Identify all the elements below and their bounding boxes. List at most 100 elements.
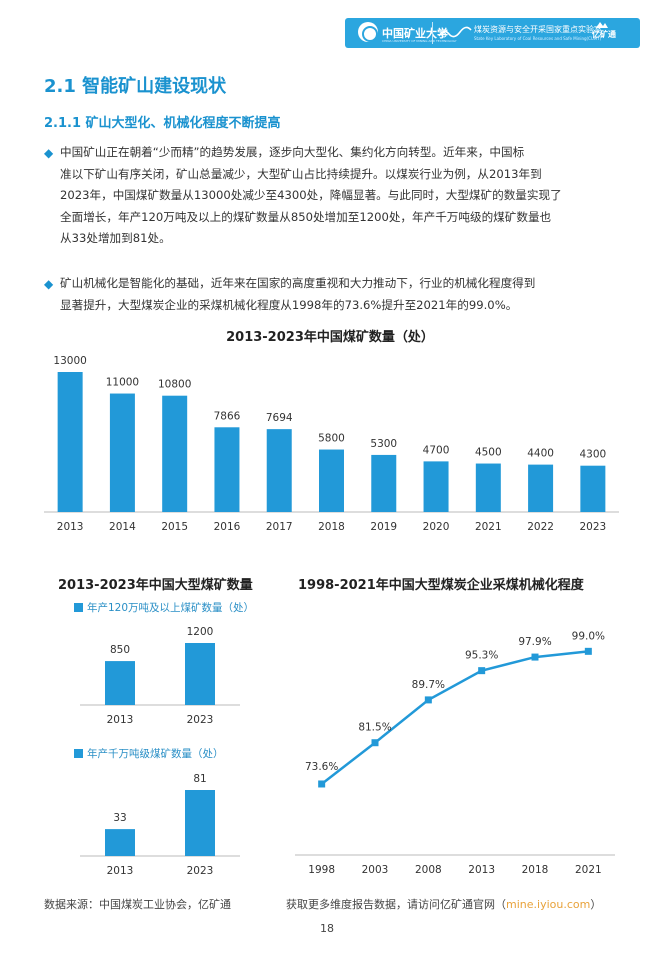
data-label: 81 xyxy=(193,773,206,785)
paragraph-line: 从33处增加到81处。 xyxy=(60,231,171,245)
bullet-diamond-icon: ◆ xyxy=(44,146,54,160)
tick-label: 2020 xyxy=(423,521,450,533)
lab-name-en: State Key Laboratory of Coal Resources a… xyxy=(474,36,602,41)
data-label: 4400 xyxy=(527,448,554,460)
paragraph-line: 准以下矿山有序关闭，矿山总量减少，大型矿山占比持续提升。以煤炭行业为例，从201… xyxy=(60,166,542,181)
tick-label: 2013 xyxy=(468,864,495,876)
bar xyxy=(162,395,188,512)
tick-label: 2013 xyxy=(107,865,134,877)
tick-label: 2021 xyxy=(475,521,502,533)
paragraph-1: 中国矿山正在朝着“少而精”的趋势发展，逐步向大型化、集约化方向转型。近年来，中国… xyxy=(60,142,622,250)
university-logo-icon xyxy=(358,22,378,42)
data-label: 4300 xyxy=(579,449,606,461)
legend-swatch xyxy=(74,603,83,612)
data-label: 5800 xyxy=(318,433,345,445)
data-label: 99.0% xyxy=(572,630,605,642)
bar xyxy=(57,372,83,512)
chart-coal-mines-title: 2013-2023年中国煤矿数量（处） xyxy=(226,330,434,345)
tick-label: 2019 xyxy=(370,521,397,533)
bar xyxy=(109,393,135,512)
legend-label: 年产120万吨及以上煤矿数量（处） xyxy=(87,602,255,614)
paragraph-2: 矿山机械化是智能化的基础，近年来在国家的高度重视和大力推动下，行业的机械化程度得… xyxy=(60,273,622,316)
data-point xyxy=(424,696,432,704)
bullet-diamond-icon: ◆ xyxy=(44,277,54,291)
chart-megamines: 33 2013 81 2023 xyxy=(80,773,240,877)
data-label: 95.3% xyxy=(465,650,498,662)
data-label: 850 xyxy=(110,644,130,656)
tick-label: 2013 xyxy=(107,714,134,726)
data-label: 97.9% xyxy=(518,636,551,648)
lab-logo-icon xyxy=(438,26,472,38)
more-info-text: 获取更多维度报告数据，请访问亿矿通官网（ xyxy=(286,898,506,911)
tick-label: 2022 xyxy=(527,521,554,533)
data-point xyxy=(318,780,326,788)
tick-label: 2016 xyxy=(214,521,241,533)
tick-label: 2023 xyxy=(187,865,214,877)
data-point xyxy=(531,653,539,661)
more-info: 获取更多维度报告数据，请访问亿矿通官网（mine.iyiou.com） xyxy=(286,896,601,912)
brand-name: 亿矿通 xyxy=(592,30,616,39)
data-label: 13000 xyxy=(53,355,86,367)
data-label: 11000 xyxy=(106,377,139,389)
paragraph-line: 中国矿山正在朝着“少而精”的趋势发展，逐步向大型化、集约化方向转型。近年来，中国… xyxy=(60,145,525,159)
data-label: 4700 xyxy=(423,444,450,456)
data-label: 33 xyxy=(113,812,126,824)
more-info-suffix: ） xyxy=(590,898,602,911)
chart-large-mines-title: 2013-2023年中国大型煤矿数量 xyxy=(58,578,253,593)
tick-label: 1998 xyxy=(308,864,335,876)
data-label: 73.6% xyxy=(305,761,338,773)
bar xyxy=(319,449,344,512)
chart-large-mines: 850 2013 1200 2023 xyxy=(80,626,240,726)
bar xyxy=(266,429,292,512)
bar xyxy=(475,463,501,512)
bar xyxy=(580,465,606,512)
bar xyxy=(185,790,215,856)
bar xyxy=(105,661,135,705)
data-point xyxy=(478,667,486,675)
data-label: 81.5% xyxy=(358,722,391,734)
data-label: 89.7% xyxy=(412,679,445,691)
header-banner xyxy=(345,18,640,48)
tick-label: 2018 xyxy=(318,521,345,533)
tick-label: 2003 xyxy=(362,864,389,876)
data-label: 5300 xyxy=(370,438,397,450)
bar xyxy=(185,643,215,705)
data-label: 4500 xyxy=(475,447,502,459)
series-line xyxy=(320,650,589,785)
bar xyxy=(528,464,554,512)
bar xyxy=(371,454,397,512)
tick-label: 2008 xyxy=(415,864,442,876)
website-link[interactable]: mine.iyiou.com xyxy=(506,898,591,911)
data-point xyxy=(371,739,379,747)
section-subtitle: 2.1.1 矿山大型化、机械化程度不断提高 xyxy=(44,116,281,131)
paragraph-line: 2023年，中国煤矿数量从13000处减少至4300处，降幅显著。与此同时，大型… xyxy=(60,188,562,202)
data-point xyxy=(584,647,592,655)
data-label: 7694 xyxy=(266,412,293,424)
chart-coal-mines: 13000 2013 11000 2014 10800 2015 7866 2016 7694 2… xyxy=(44,355,619,533)
bar xyxy=(105,829,135,856)
paragraph-line: 矿山机械化是智能化的基础，近年来在国家的高度重视和大力推动下，行业的机械化程度得… xyxy=(60,276,536,290)
legend-megamines: 年产千万吨级煤矿数量（处） xyxy=(74,746,224,761)
tick-label: 2023 xyxy=(187,714,214,726)
university-name: 中国矿业大学 xyxy=(382,27,448,40)
tick-label: 2014 xyxy=(109,521,136,533)
legend-large-mines: 年产120万吨及以上煤矿数量（处） xyxy=(74,600,254,615)
data-label: 1200 xyxy=(187,626,214,638)
tick-label: 2018 xyxy=(522,864,549,876)
tick-label: 2015 xyxy=(161,521,188,533)
legend-swatch xyxy=(74,749,83,758)
bar xyxy=(214,427,240,512)
brand-logo-icon xyxy=(596,22,608,28)
page-number: 18 xyxy=(320,922,334,935)
paragraph-line: 全面增长，年产120万吨及以上的煤矿数量从850处增加至1200处，年产千万吨级… xyxy=(60,209,552,224)
data-source: 数据来源：中国煤炭工业协会，亿矿通 xyxy=(44,898,231,911)
tick-label: 2013 xyxy=(57,521,84,533)
data-label: 10800 xyxy=(158,379,191,391)
tick-label: 2017 xyxy=(266,521,293,533)
lab-name: 煤炭资源与安全开采国家重点实验室 xyxy=(474,25,602,34)
paragraph-line: 显著提升，大型煤炭企业的采煤机械化程度从1998年的73.6%提升至2021年的… xyxy=(60,297,518,312)
bar xyxy=(423,461,449,512)
section-title: 2.1 智能矿山建设现状 xyxy=(44,76,227,97)
header-divider xyxy=(432,22,433,44)
chart-mechanization: 73.6% 1998 81.5% 2003 89.7% 2008 95.3% 2013 97.9… xyxy=(295,630,615,876)
